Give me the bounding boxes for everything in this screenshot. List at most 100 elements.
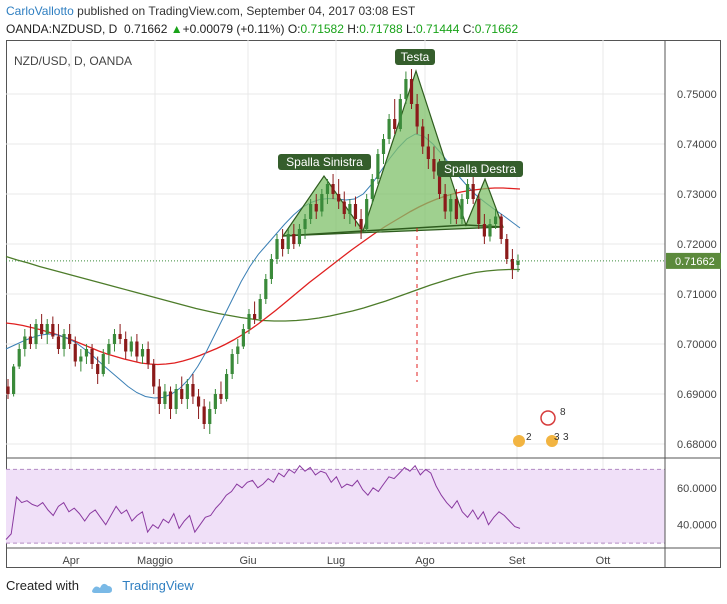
candle-body (387, 119, 391, 139)
candle-body (101, 354, 105, 374)
candle-body (68, 334, 72, 344)
published-text: published on TradingView.com, September … (77, 4, 416, 18)
open-label: O: (287, 22, 301, 36)
candle-body (297, 229, 302, 244)
candle-body (146, 349, 150, 364)
candle-body (73, 344, 77, 362)
up-arrow-icon: ▲ (170, 22, 183, 36)
tradingview-link[interactable]: TradingView (122, 578, 194, 593)
event-count: 8 (560, 407, 566, 418)
candle-body (152, 364, 156, 387)
y-tick-label: 0.73000 (677, 189, 717, 201)
symbol-label: OANDA:NZDUSD, D (6, 22, 118, 36)
candle-body (258, 299, 262, 319)
y-tick-label: 0.69000 (677, 389, 717, 401)
candle-body (84, 349, 89, 357)
candle-body (325, 184, 330, 194)
candle-body (314, 204, 318, 212)
rsi-path (5, 464, 521, 540)
label-testa-box (395, 49, 435, 65)
candle-body (426, 146, 430, 159)
candle-body (393, 119, 397, 129)
candle-body (398, 99, 402, 129)
candle-body (40, 324, 44, 334)
candle-body (118, 334, 122, 339)
candle-body (348, 204, 352, 214)
y-tick-label: 0.68000 (677, 439, 717, 451)
candle-body (488, 224, 492, 237)
candle-body (28, 336, 33, 344)
candle-body (499, 216, 503, 239)
chart-title: NZD/USD, D, OANDA (14, 54, 132, 68)
y-tick-label: 0.70000 (677, 339, 717, 351)
y-tick-label: 0.71000 (677, 289, 717, 301)
candle-body (460, 199, 464, 219)
event-flag-icon (540, 410, 556, 426)
candle-body (168, 391, 173, 409)
candle-body (331, 184, 335, 194)
candle-body (51, 324, 55, 337)
candle-body (381, 139, 386, 154)
candle-body (90, 349, 94, 364)
x-tick-label: Giu (239, 555, 256, 567)
candle-body (359, 219, 363, 229)
y-tick-label: 0.72000 (677, 239, 717, 251)
last-price-tag (666, 252, 721, 269)
candle-body (286, 234, 290, 249)
low-value: 0.71444 (416, 22, 460, 36)
label-spalla-sinistra-box (278, 154, 371, 170)
candle-body (213, 394, 217, 409)
label-testa: Testa (401, 50, 430, 64)
rsi-tick-label: 60.0000 (677, 483, 717, 495)
x-tick-label: Ott (596, 555, 611, 567)
candle-body (264, 279, 268, 299)
candle-body (34, 324, 38, 344)
last-price: 0.71662 (124, 22, 168, 36)
candle-body (163, 391, 167, 404)
created-with-label: Created with (6, 578, 79, 593)
candle-body (309, 204, 313, 219)
candle-body (505, 239, 509, 259)
last-price-tag-label: 0.71662 (675, 256, 715, 268)
candle-body (482, 224, 486, 237)
rsi-band-fill (6, 469, 665, 544)
candle-body (342, 201, 346, 214)
candle-body (471, 184, 475, 199)
footer: Created with TradingView (6, 578, 194, 594)
candle-body (443, 194, 447, 212)
candle-body (516, 261, 520, 265)
chart-frame (6, 40, 721, 568)
candle-body (219, 394, 223, 399)
x-tick-label: Maggio (137, 555, 173, 567)
rsi-line (5, 464, 521, 540)
candle-body (202, 406, 206, 424)
candle-body (269, 259, 274, 279)
candle-body (185, 384, 189, 399)
candle-body (230, 354, 234, 374)
candle-body (275, 239, 279, 259)
candle-body (112, 334, 117, 344)
candle-body (437, 171, 442, 194)
head-shoulders-pattern (281, 69, 504, 382)
label-spalla-sinistra: Spalla Sinistra (286, 155, 363, 169)
x-tick-label: Ago (415, 555, 435, 567)
candle-body (135, 341, 139, 357)
tradingview-logo-icon (91, 583, 112, 593)
candle-body (174, 389, 178, 409)
event-count: 3 (554, 432, 560, 443)
label-spalla-destra-box (437, 161, 523, 177)
rsi-tick-label: 40.0000 (677, 520, 717, 532)
candle-body (493, 216, 498, 224)
candle-body (79, 356, 83, 362)
candle-body (252, 314, 257, 319)
candle-body (415, 104, 419, 127)
rsi-band (6, 468, 665, 544)
candles (6, 69, 520, 434)
author-link[interactable]: CarloVallotto (6, 4, 74, 18)
x-tick-label: Apr (62, 555, 79, 567)
candle-body (191, 384, 195, 397)
candle-body (421, 126, 425, 147)
candle-body (124, 339, 128, 352)
candle-body (6, 386, 10, 394)
